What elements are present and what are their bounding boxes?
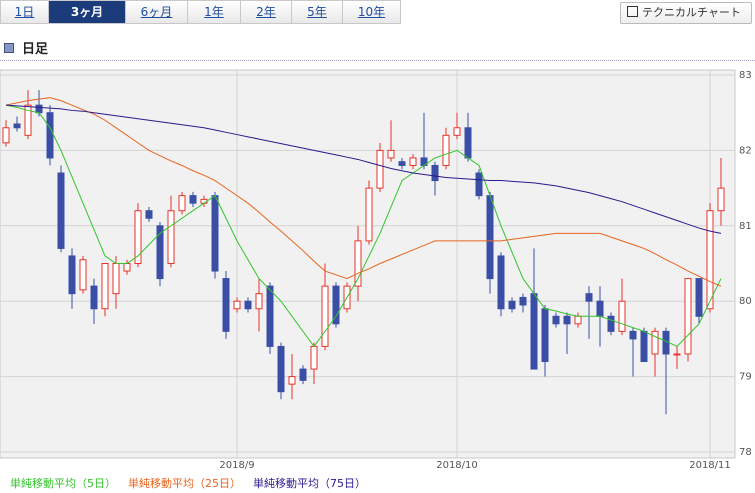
x-tick-label: 2018/9 (219, 460, 254, 471)
section-header: 日足 (4, 38, 48, 57)
candle-body (453, 127, 461, 136)
candle-body (519, 296, 527, 306)
candle-body (156, 225, 164, 280)
candle-body (552, 315, 560, 325)
candle-body (497, 255, 505, 310)
candle-body (321, 285, 329, 347)
candle-body (13, 123, 21, 129)
moving-average-line (5, 97, 722, 287)
candle-body (563, 315, 571, 325)
candle-body (673, 353, 681, 356)
candle-body (222, 278, 230, 332)
candle-body (607, 315, 615, 332)
period-tab[interactable]: 1年 (188, 0, 241, 24)
y-tick-label: 79 (739, 372, 752, 383)
candle-body (299, 368, 307, 381)
candle-body (409, 157, 417, 166)
candle-body (684, 278, 692, 355)
candle-body (629, 330, 637, 340)
candle-body (79, 259, 87, 291)
candle-body (398, 161, 406, 166)
candle-body (68, 255, 76, 295)
candle-body (233, 300, 241, 310)
legend-entry: 単純移動平均（5日） (10, 476, 116, 490)
candle-body (706, 210, 714, 310)
x-tick-label: 2018/11 (689, 460, 731, 471)
candle-body (530, 293, 538, 370)
candle-body (134, 210, 142, 264)
candle-body (277, 345, 285, 393)
y-tick-label: 80 (739, 296, 752, 307)
candle-body (431, 164, 439, 182)
technical-chart-button[interactable]: テクニカルチャート (620, 2, 752, 24)
candle-body (189, 195, 197, 204)
candle-body (365, 187, 373, 242)
y-tick-label: 81 (739, 221, 752, 232)
candle-body (244, 300, 252, 310)
y-tick-label: 83 (739, 70, 752, 81)
candle-body (255, 293, 263, 310)
candle-body (574, 315, 582, 325)
candle-body (618, 300, 626, 332)
period-tabs: 1日 3ヶ月 6ヶ月 1年 2年 5年 10年 (0, 0, 401, 24)
candle-body (112, 263, 120, 295)
legend-entry: 単純移動平均（25日） (128, 476, 241, 490)
candle-body (46, 112, 54, 159)
candle-body (332, 285, 340, 325)
candle-body (464, 127, 472, 159)
x-tick-label: 2018/10 (436, 460, 478, 471)
candle-body (354, 240, 362, 287)
candle-body (541, 308, 549, 363)
candle-body (211, 195, 219, 272)
legend-entry: 単純移動平均（75日） (253, 476, 366, 490)
candle-body (57, 172, 65, 249)
y-tick-label: 78 (739, 447, 752, 458)
candle-body (310, 345, 318, 370)
period-tab[interactable]: 1日 (0, 0, 49, 24)
candle-body (145, 210, 153, 219)
period-tab[interactable]: 5年 (292, 0, 343, 24)
button-label[interactable]: テクニカルチャート (642, 6, 741, 19)
candle-body (376, 149, 384, 189)
candle-body (90, 285, 98, 310)
candle-body (695, 278, 703, 317)
candle-body (651, 330, 659, 355)
candle-body (387, 149, 395, 159)
candle-body (167, 210, 175, 264)
candle-body (2, 127, 10, 144)
plot-area (0, 69, 736, 459)
candle-body (123, 263, 131, 272)
candle-body (178, 195, 186, 212)
candle-body (35, 104, 43, 114)
candle-body (585, 293, 593, 302)
candle-body (640, 330, 648, 363)
moving-average-line (5, 104, 722, 348)
period-tab[interactable]: 2年 (241, 0, 292, 24)
candle-body (101, 263, 109, 310)
candle-body (486, 195, 494, 280)
candle-body (596, 300, 604, 317)
candle-body (442, 134, 450, 166)
candle-body (24, 104, 32, 136)
period-tab[interactable]: 3ヶ月 (49, 0, 126, 24)
candle-body (288, 376, 296, 385)
candle-body (717, 187, 725, 212)
moving-average-line (5, 104, 722, 234)
period-tab[interactable]: 6ヶ月 (126, 0, 188, 24)
y-tick-label: 82 (739, 145, 752, 156)
candle-body (266, 285, 274, 347)
section-title: 日足 (22, 42, 49, 57)
candle-body (508, 300, 516, 310)
divider (0, 60, 755, 61)
candle-body (475, 172, 483, 197)
period-tab[interactable]: 10年 (343, 0, 401, 24)
